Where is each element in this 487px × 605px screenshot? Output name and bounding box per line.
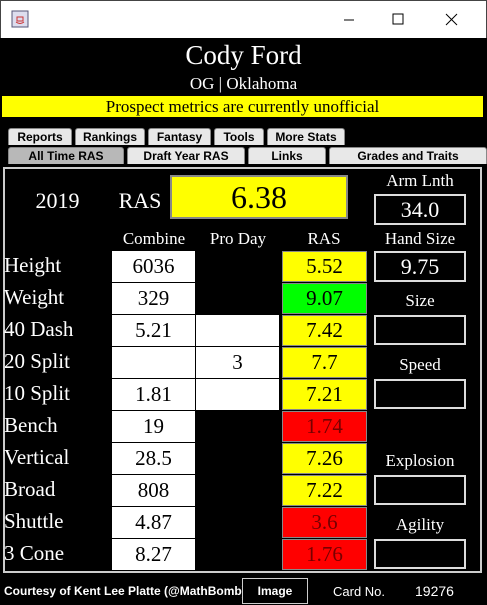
pro-day-cell [196,315,279,346]
group-label: Size [405,291,435,310]
tab[interactable]: Reports [8,128,72,145]
credit: Courtesy of Kent Lee Platte (@MathBomb) [4,584,246,598]
group-box [374,475,466,505]
ras-cell: 5.52 [282,251,367,282]
ras-cell: 1.76 [282,539,367,570]
pro-day-cell [196,251,279,282]
group-box [374,315,466,345]
pro-day-cell [196,283,279,314]
ras-cell: 7.26 [282,443,367,474]
column-header: Combine [122,229,186,248]
group-label: Speed [399,355,441,374]
column-header: Hand Size [384,229,456,248]
combine-cell: 28.5 [112,443,195,474]
tab[interactable]: More Stats [267,128,345,145]
metric-label: 10 Split [4,381,70,405]
tab[interactable]: Fantasy [148,128,211,145]
ras-cell: 7.22 [282,475,367,506]
tab[interactable]: Links [248,147,326,164]
combine-cell: 1.81 [112,379,195,410]
pro-day-cell [196,379,279,410]
ras-cell: 7.42 [282,315,367,346]
column-header: Pro Day [209,229,267,248]
column-header: RAS [307,229,341,248]
app-icon [11,10,29,28]
player-name: Cody Ford [185,39,302,70]
group-label: Agility [395,515,445,534]
combine-cell: 5.21 [112,315,195,346]
combine-cell: 4.87 [112,507,195,538]
card-number: 19276 [415,583,454,599]
group-label: Explosion [385,451,455,470]
pro-day-cell [196,411,279,442]
draft-year: 2019 [35,188,80,213]
combine-cell: 6036 [112,251,195,282]
ras-cell: 1.74 [282,411,367,442]
tab[interactable]: Grades and Traits [329,147,487,164]
metric-label: Broad [4,477,56,501]
tab[interactable]: All Time RAS [8,147,124,164]
tab[interactable]: Draft Year RAS [127,147,245,164]
tab[interactable]: Tools [214,128,264,145]
combine-cell: 808 [112,475,195,506]
pro-day-cell [196,539,279,570]
metric-label: 3 Cone [4,541,65,565]
pro-day-cell [196,475,279,506]
combine-cell: 19 [112,411,195,442]
banner: Prospect metrics are currently unofficia… [2,96,483,117]
metric-label: Height [4,253,62,277]
combine-cell: 8.27 [112,539,195,570]
arm-length: 34.0 [374,194,466,225]
metric-label: Weight [4,285,65,309]
combine-cell [112,347,195,378]
ras-cell: 3.6 [282,507,367,538]
group-box [374,379,466,409]
tab[interactable]: Rankings [75,128,145,145]
pro-day-cell [196,443,279,474]
metrics-panel [3,167,482,573]
ras-label: RAS [118,188,162,213]
image-button[interactable]: Image [242,578,308,604]
title-bar [0,0,487,38]
window-controls[interactable] [341,9,481,31]
pro-day-cell: 3 [196,347,279,378]
hand-size: 9.75 [374,251,466,282]
metric-label: Bench [4,413,58,437]
ras-score: 6.38 [170,175,348,219]
metric-label: 20 Split [4,349,70,373]
ras-cell: 7.7 [282,347,367,378]
metric-label: Vertical [4,445,70,469]
group-box [374,539,466,569]
combine-cell: 329 [112,283,195,314]
pro-day-cell [196,507,279,538]
ras-cell: 9.07 [282,283,367,314]
ras-cell: 7.21 [282,379,367,410]
arm-length-label: Arm Lnth [386,171,454,190]
metric-label: Shuttle [4,509,64,533]
metric-label: 40 Dash [4,317,74,341]
card-label: Card No. [333,584,386,599]
player-subtitle: OG | Oklahoma [189,74,298,93]
